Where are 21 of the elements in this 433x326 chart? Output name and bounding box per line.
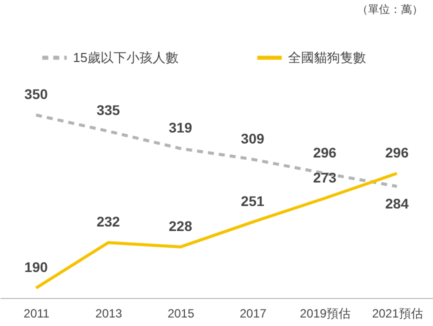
- data-label: 296: [313, 144, 337, 160]
- data-label: 228: [168, 218, 192, 234]
- data-label: 273: [313, 169, 337, 186]
- data-label: 284: [385, 195, 409, 212]
- data-label: 190: [24, 259, 48, 275]
- x-tick-label: 2019預估: [300, 306, 351, 320]
- data-label: 335: [96, 102, 120, 118]
- x-tick-label: 2011: [24, 306, 50, 320]
- x-tick-label: 2015: [168, 306, 195, 320]
- data-label: 232: [96, 214, 120, 230]
- data-label: 319: [168, 120, 192, 136]
- data-label: 251: [240, 193, 264, 210]
- x-tick-label: 2017: [240, 306, 267, 320]
- x-tick-label: 2013: [95, 306, 122, 320]
- data-label: 309: [240, 130, 264, 146]
- x-tick-label: 2021預估: [372, 306, 423, 320]
- text: （單位：萬）: [357, 3, 423, 17]
- data-label: 350: [24, 86, 48, 102]
- legend-label: 全國貓狗隻數: [288, 50, 366, 65]
- data-label: 296: [385, 144, 409, 160]
- legend-label: 15歲以下小孩人數: [73, 50, 178, 65]
